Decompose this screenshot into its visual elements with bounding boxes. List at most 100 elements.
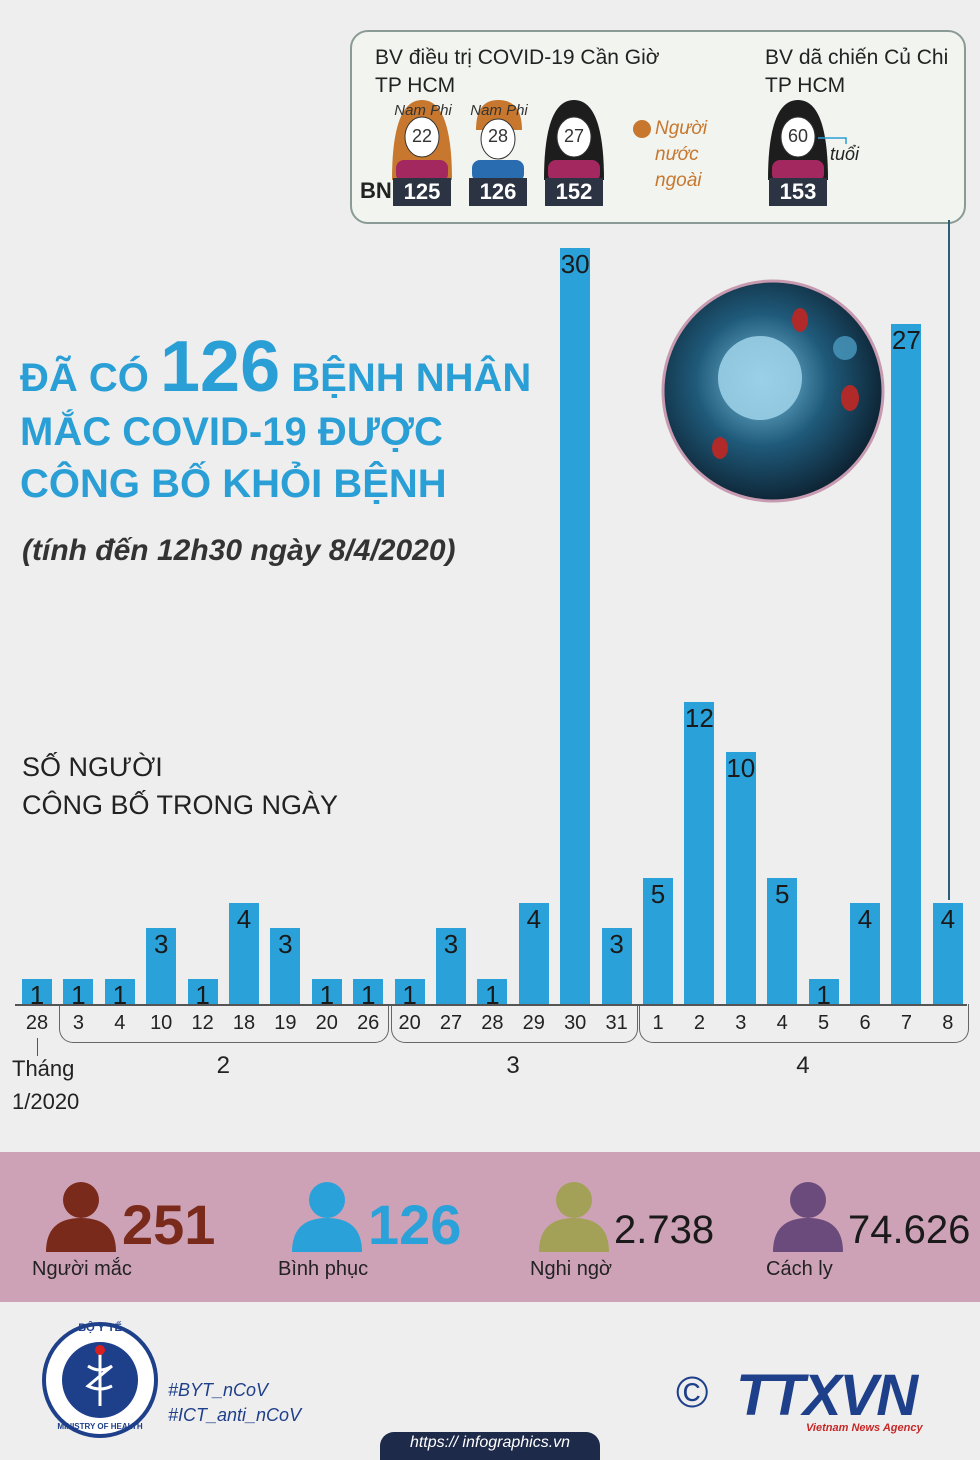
url: https:// infographics.vn <box>409 1434 571 1451</box>
patient-id: 153 <box>769 178 827 206</box>
value-label: 12 <box>684 702 714 733</box>
x-tick-label: 19 <box>274 1012 297 1034</box>
value-label: 4 <box>857 904 873 935</box>
value-label: 1 <box>360 979 376 1010</box>
group-label: 2 <box>216 1052 230 1079</box>
person-symbol <box>773 1182 843 1252</box>
value-label: 1 <box>319 979 335 1010</box>
patient-age: 27 <box>563 126 585 146</box>
headline-line: MẮC COVID-19 ĐƯỢC <box>20 410 443 454</box>
group-tick <box>37 1038 38 1056</box>
bar <box>518 903 549 1004</box>
bar <box>63 978 94 1004</box>
bar <box>767 878 798 1004</box>
bar <box>270 928 301 1004</box>
patient-age: 28 <box>487 126 509 146</box>
person-symbol <box>539 1182 609 1252</box>
x-tick-label: 8 <box>942 1012 954 1034</box>
value-label: 1 <box>816 979 831 1010</box>
x-tick-label: 31 <box>605 1012 628 1034</box>
x-tick-label: 2 <box>693 1012 705 1034</box>
stat-label: Người mắc <box>32 1258 132 1280</box>
virus-image <box>661 279 885 503</box>
bar <box>932 903 963 1004</box>
bar <box>601 928 632 1004</box>
ministry-bottom: MINISTRY OF HEALTH <box>57 1422 143 1431</box>
ministry-logo <box>42 1322 158 1438</box>
x-tick-label: 10 <box>150 1012 173 1034</box>
value-label: 1 <box>195 979 210 1010</box>
value-label: 10 <box>726 753 756 783</box>
x-tick-label: 3 <box>735 1012 747 1034</box>
x-tick-label: 5 <box>818 1012 830 1034</box>
person-icons <box>392 100 847 182</box>
x-tick-label: 1 <box>652 1012 664 1034</box>
bar <box>850 903 880 1004</box>
age-unit: tuổi <box>830 144 860 164</box>
hospital-name: BV điều trị COVID-19 Cần Giờ TP HCM <box>375 44 660 100</box>
group-label: 3 <box>506 1052 520 1079</box>
value-label: 1 <box>29 979 45 1010</box>
age-pointer <box>818 137 847 144</box>
agency-logo: TTXVN <box>736 1363 918 1428</box>
hospital-line: BV điều trị COVID-19 Cần Giờ <box>375 46 660 69</box>
x-tick-label: 26 <box>357 1012 380 1034</box>
x-tick-label: 20 <box>315 1012 338 1034</box>
value-label: 3 <box>278 929 293 960</box>
x-tick-label: 28 <box>25 1012 49 1034</box>
patient-origin: Nam Phi <box>470 102 528 119</box>
subtitle: (tính đến 12h30 ngày 8/4/2020) <box>22 534 456 567</box>
bar <box>311 978 342 1004</box>
x-tick-label: 4 <box>776 1012 788 1034</box>
person-symbol <box>292 1182 362 1252</box>
stat-icons <box>46 1182 843 1252</box>
foreigner-dot <box>633 120 651 138</box>
foreigner-legend: Người nước ngoài <box>655 118 708 191</box>
value-label: 1 <box>402 979 417 1010</box>
stat-label: Cách ly <box>766 1258 833 1280</box>
axis-label: SỐ NGƯỜI CÔNG BỐ TRONG NGÀY <box>22 748 338 824</box>
headline-number: 126 <box>160 327 281 407</box>
stat-value: 126 <box>368 1193 462 1256</box>
group-bracket <box>390 1004 638 1043</box>
agency-sub: Vietnam News Agency <box>806 1422 923 1434</box>
hashtag: #ICT_anti_nCoV <box>168 1405 302 1425</box>
bar <box>229 903 259 1004</box>
value-label: 3 <box>443 929 459 960</box>
patient-id: 125 <box>393 178 451 206</box>
x-tick-label: 29 <box>522 1012 545 1034</box>
person-icon <box>472 100 524 182</box>
axis-label-line: CÔNG BỐ TRONG NGÀY <box>22 790 339 820</box>
stat-label: Bình phục <box>278 1258 369 1280</box>
bar <box>477 978 508 1004</box>
bar <box>891 323 922 1004</box>
x-tick-label: 7 <box>900 1012 912 1034</box>
headline-text: ĐÃ CÓ <box>20 356 149 400</box>
bar <box>808 978 839 1004</box>
hospital-line: BV dã chiến Củ Chi <box>765 46 949 69</box>
bar <box>394 978 425 1004</box>
value-label: 4 <box>526 904 542 935</box>
connector-line <box>948 220 950 900</box>
bar <box>146 928 177 1004</box>
x-tick-label: 28 <box>481 1012 504 1034</box>
person-icon <box>392 100 452 182</box>
value-label: 1 <box>71 979 86 1010</box>
stat-value: 74.626 <box>848 1208 971 1252</box>
value-label: 4 <box>940 904 956 935</box>
hospital-line: TP HCM <box>765 74 846 97</box>
x-tick-label: 3 <box>72 1012 84 1034</box>
hospital-line: TP HCM <box>375 74 456 97</box>
x-tick-label: 12 <box>191 1012 214 1034</box>
value-label: 1 <box>112 979 128 1010</box>
patient-id: 126 <box>469 178 527 206</box>
patient-id: 152 <box>545 178 603 206</box>
group-label: Tháng 1/2020 <box>12 1056 80 1114</box>
group-bracket <box>59 1004 390 1043</box>
url-tab <box>380 1432 600 1460</box>
bar <box>560 248 591 1004</box>
copyright: © <box>676 1368 709 1417</box>
value-label: 5 <box>650 879 666 909</box>
x-tick-label: 27 <box>439 1012 463 1034</box>
